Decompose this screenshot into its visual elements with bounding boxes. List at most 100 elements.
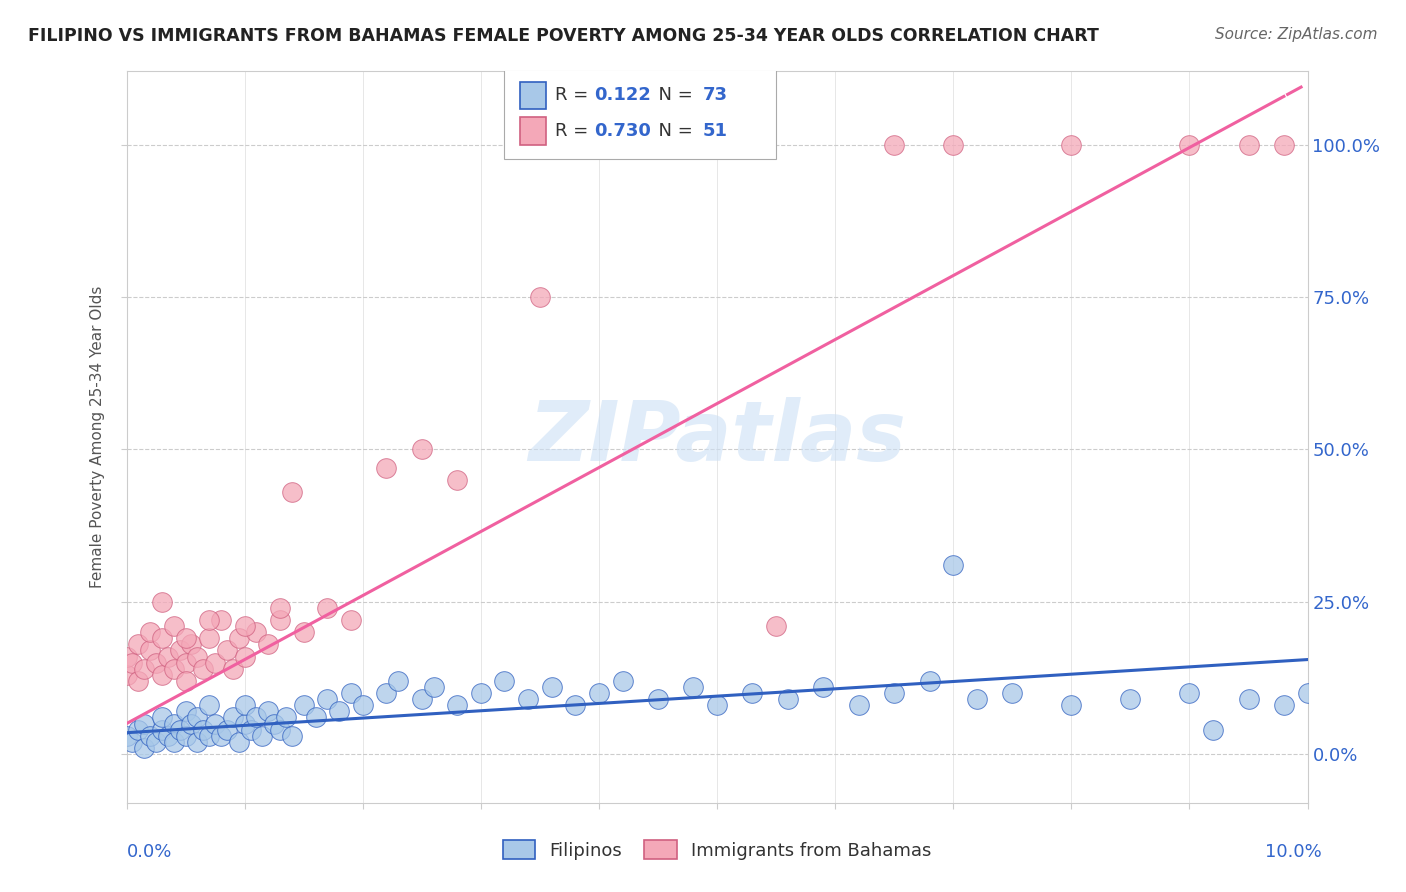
Text: 73: 73 (703, 87, 728, 104)
Text: R =: R = (555, 121, 595, 140)
Point (150, 632, 173, 646)
Point (647, 692, 669, 706)
Text: R =: R = (555, 87, 595, 104)
Point (233, 716, 256, 731)
Point (174, 705, 197, 719)
Point (966, 692, 988, 706)
Point (1272, 698, 1295, 713)
Point (139, 625, 162, 640)
Point (174, 632, 197, 646)
Point (328, 705, 350, 719)
Point (588, 137, 610, 152)
Point (198, 613, 221, 627)
Text: 51: 51 (703, 121, 728, 140)
Point (1296, 686, 1319, 700)
Point (115, 729, 138, 743)
Point (316, 692, 339, 706)
Point (1272, 137, 1295, 152)
Point (150, 710, 173, 724)
Point (883, 137, 905, 152)
Text: ZIPatlas: ZIPatlas (529, 397, 905, 477)
Point (215, 723, 238, 737)
Text: 10.0%: 10.0% (1265, 843, 1322, 861)
Point (1001, 686, 1024, 700)
Point (1060, 137, 1083, 152)
Point (252, 729, 274, 743)
Point (446, 473, 468, 487)
Point (813, 680, 835, 694)
Point (918, 673, 941, 688)
Point (942, 137, 965, 152)
Y-axis label: Female Poverty Among 25-34 Year Olds: Female Poverty Among 25-34 Year Olds (90, 286, 105, 588)
Point (1060, 698, 1083, 713)
Point (145, 735, 167, 749)
Point (1237, 692, 1260, 706)
Point (169, 643, 191, 657)
Point (375, 686, 398, 700)
FancyBboxPatch shape (505, 68, 776, 159)
Point (269, 613, 291, 627)
Point (127, 637, 149, 651)
Text: N =: N = (647, 121, 699, 140)
Point (292, 625, 315, 640)
Point (233, 649, 256, 664)
Point (193, 662, 215, 676)
Point (180, 716, 202, 731)
Point (1178, 137, 1201, 152)
Point (150, 667, 173, 681)
Point (281, 729, 304, 743)
Point (245, 625, 267, 640)
Point (245, 710, 267, 724)
Text: 0.730: 0.730 (595, 121, 651, 140)
Text: N =: N = (647, 87, 699, 104)
Text: 0.122: 0.122 (595, 87, 651, 104)
Point (239, 723, 262, 737)
Point (446, 698, 468, 713)
Point (209, 613, 232, 627)
Point (139, 729, 162, 743)
Point (281, 485, 304, 500)
Point (174, 729, 197, 743)
Text: FILIPINO VS IMMIGRANTS FROM BAHAMAS FEMALE POVERTY AMONG 25-34 YEAR OLDS CORRELA: FILIPINO VS IMMIGRANTS FROM BAHAMAS FEMA… (28, 27, 1099, 45)
Point (316, 600, 339, 615)
Point (411, 692, 433, 706)
Point (156, 729, 179, 743)
Point (529, 290, 551, 304)
Point (139, 643, 162, 657)
Point (163, 735, 186, 749)
Point (222, 662, 245, 676)
Point (180, 637, 202, 651)
Point (682, 680, 704, 694)
Legend: Filipinos, Immigrants from Bahamas: Filipinos, Immigrants from Bahamas (495, 833, 939, 867)
Point (741, 686, 763, 700)
Point (115, 667, 138, 681)
Point (340, 686, 363, 700)
Point (134, 740, 156, 755)
Point (494, 673, 516, 688)
Point (765, 619, 787, 633)
Point (174, 673, 197, 688)
Point (145, 656, 167, 670)
Point (564, 698, 586, 713)
Point (375, 460, 398, 475)
Point (134, 716, 156, 731)
Point (121, 735, 143, 749)
Point (411, 442, 433, 457)
FancyBboxPatch shape (520, 81, 546, 110)
Point (292, 698, 315, 713)
Point (134, 662, 156, 676)
Point (942, 558, 965, 573)
Point (706, 698, 728, 713)
Point (1237, 137, 1260, 152)
Point (588, 686, 610, 700)
Point (517, 692, 540, 706)
Point (193, 723, 215, 737)
Text: 0.0%: 0.0% (127, 843, 172, 861)
Point (387, 673, 409, 688)
Point (156, 649, 179, 664)
Point (215, 643, 238, 657)
Point (186, 735, 208, 749)
Point (883, 686, 905, 700)
Point (269, 600, 291, 615)
Point (163, 716, 186, 731)
